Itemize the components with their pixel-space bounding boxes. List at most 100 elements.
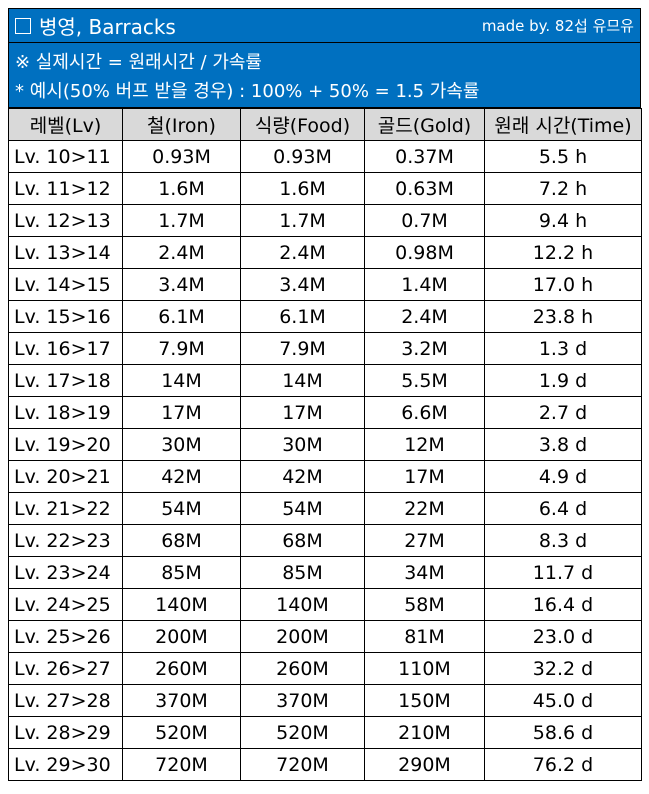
cell-food: 17M <box>240 396 365 429</box>
table-row: Lv. 22>23 68M 68M 27M 8.3 d <box>8 524 642 557</box>
cell-level: Lv. 10>11 <box>8 140 123 173</box>
cell-time: 76.2 d <box>484 748 642 781</box>
cell-gold: 17M <box>364 460 485 493</box>
cell-level: Lv. 15>16 <box>8 300 123 333</box>
cell-level: Lv. 21>22 <box>8 492 123 525</box>
cell-time: 1.9 d <box>484 364 642 397</box>
cell-iron: 3.4M <box>122 268 241 301</box>
cell-food: 260M <box>240 652 365 685</box>
cell-food: 1.6M <box>240 172 365 205</box>
cell-gold: 22M <box>364 492 485 525</box>
cell-gold: 150M <box>364 684 485 717</box>
table-row: Lv. 24>25 140M 140M 58M 16.4 d <box>8 588 642 621</box>
cell-food: 6.1M <box>240 300 365 333</box>
cell-gold: 34M <box>364 556 485 589</box>
cell-food: 30M <box>240 428 365 461</box>
cell-food: 370M <box>240 684 365 717</box>
cell-gold: 1.4M <box>364 268 485 301</box>
table-row: Lv. 23>24 85M 85M 34M 11.7 d <box>8 556 642 589</box>
table-row: Lv. 21>22 54M 54M 22M 6.4 d <box>8 492 642 525</box>
col-header-iron: 철(Iron) <box>122 108 241 141</box>
cell-time: 45.0 d <box>484 684 642 717</box>
cell-gold: 2.4M <box>364 300 485 333</box>
table-row: Lv. 13>14 2.4M 2.4M 0.98M 12.2 h <box>8 236 642 269</box>
cell-level: Lv. 11>12 <box>8 172 123 205</box>
table-row: Lv. 18>19 17M 17M 6.6M 2.7 d <box>8 396 642 429</box>
table-row: Lv. 12>13 1.7M 1.7M 0.7M 9.4 h <box>8 204 642 237</box>
cell-level: Lv. 26>27 <box>8 652 123 685</box>
cell-time: 1.3 d <box>484 332 642 365</box>
cell-gold: 81M <box>364 620 485 653</box>
cell-iron: 14M <box>122 364 241 397</box>
cell-food: 1.7M <box>240 204 365 237</box>
cell-time: 17.0 h <box>484 268 642 301</box>
cell-gold: 5.5M <box>364 364 485 397</box>
sheet-title: 병영, Barracks <box>39 15 176 39</box>
cell-level: Lv. 18>19 <box>8 396 123 429</box>
title-bar: 병영, Barracks made by. 82섭 유므유 <box>8 8 641 42</box>
cell-food: 200M <box>240 620 365 653</box>
cell-gold: 210M <box>364 716 485 749</box>
cell-time: 6.4 d <box>484 492 642 525</box>
barracks-sheet: 병영, Barracks made by. 82섭 유므유 ※ 실제시간 = 원… <box>8 8 642 781</box>
cell-iron: 260M <box>122 652 241 685</box>
table-row: Lv. 14>15 3.4M 3.4M 1.4M 17.0 h <box>8 268 642 301</box>
cell-food: 140M <box>240 588 365 621</box>
cell-time: 9.4 h <box>484 204 642 237</box>
cell-time: 12.2 h <box>484 236 642 269</box>
table-body: Lv. 10>11 0.93M 0.93M 0.37M 5.5 h Lv. 11>12 1.… <box>8 140 642 781</box>
cell-time: 16.4 d <box>484 588 642 621</box>
cell-food: 7.9M <box>240 332 365 365</box>
cell-food: 0.93M <box>240 140 365 173</box>
notes-box: ※ 실제시간 = 원래시간 / 가속률 * 예시(50% 버프 받을 경우) :… <box>8 42 641 108</box>
cell-time: 23.8 h <box>484 300 642 333</box>
cell-food: 720M <box>240 748 365 781</box>
cell-level: Lv. 14>15 <box>8 268 123 301</box>
cell-level: Lv. 12>13 <box>8 204 123 237</box>
cell-time: 23.0 d <box>484 620 642 653</box>
cell-gold: 290M <box>364 748 485 781</box>
cell-gold: 0.7M <box>364 204 485 237</box>
cell-time: 3.8 d <box>484 428 642 461</box>
cell-gold: 0.37M <box>364 140 485 173</box>
cell-iron: 0.93M <box>122 140 241 173</box>
cell-iron: 520M <box>122 716 241 749</box>
cell-food: 85M <box>240 556 365 589</box>
col-header-gold: 골드(Gold) <box>364 108 485 141</box>
col-header-food: 식량(Food) <box>240 108 365 141</box>
cell-level: Lv. 23>24 <box>8 556 123 589</box>
cell-food: 2.4M <box>240 236 365 269</box>
cell-food: 14M <box>240 364 365 397</box>
cell-iron: 1.7M <box>122 204 241 237</box>
cell-time: 4.9 d <box>484 460 642 493</box>
cell-level: Lv. 29>30 <box>8 748 123 781</box>
table-row: Lv. 25>26 200M 200M 81M 23.0 d <box>8 620 642 653</box>
cell-gold: 0.63M <box>364 172 485 205</box>
cell-level: Lv. 24>25 <box>8 588 123 621</box>
cell-food: 42M <box>240 460 365 493</box>
cell-level: Lv. 25>26 <box>8 620 123 653</box>
table-row: Lv. 10>11 0.93M 0.93M 0.37M 5.5 h <box>8 140 642 173</box>
col-header-level: 레벨(Lv) <box>8 108 123 141</box>
cell-iron: 42M <box>122 460 241 493</box>
cell-iron: 200M <box>122 620 241 653</box>
cell-gold: 58M <box>364 588 485 621</box>
cell-food: 3.4M <box>240 268 365 301</box>
cell-level: Lv. 13>14 <box>8 236 123 269</box>
cell-time: 32.2 d <box>484 652 642 685</box>
cell-iron: 140M <box>122 588 241 621</box>
table-row: Lv. 27>28 370M 370M 150M 45.0 d <box>8 684 642 717</box>
cell-time: 2.7 d <box>484 396 642 429</box>
cell-level: Lv. 28>29 <box>8 716 123 749</box>
cell-gold: 12M <box>364 428 485 461</box>
cell-level: Lv. 16>17 <box>8 332 123 365</box>
cell-gold: 6.6M <box>364 396 485 429</box>
cell-level: Lv. 20>21 <box>8 460 123 493</box>
table-row: Lv. 15>16 6.1M 6.1M 2.4M 23.8 h <box>8 300 642 333</box>
title-group: 병영, Barracks <box>15 11 176 40</box>
table-row: Lv. 29>30 720M 720M 290M 76.2 d <box>8 748 642 781</box>
column-header-row: 레벨(Lv) 철(Iron) 식량(Food) 골드(Gold) 원래 시간(T… <box>8 108 642 141</box>
col-header-time: 원래 시간(Time) <box>484 108 642 141</box>
cell-level: Lv. 27>28 <box>8 684 123 717</box>
cell-iron: 54M <box>122 492 241 525</box>
